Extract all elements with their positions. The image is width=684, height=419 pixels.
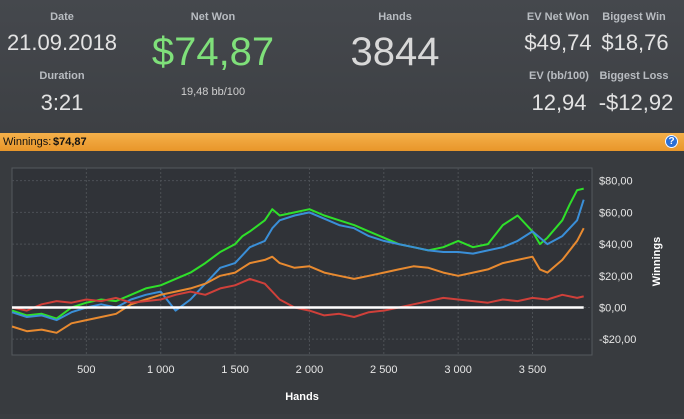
- x-tick-label: 3 000: [444, 364, 472, 376]
- winnings-value: $74,87: [53, 136, 87, 148]
- ev-bb-label: EV (bb/100): [529, 70, 589, 82]
- y-tick-label: $40,00: [599, 239, 633, 251]
- ev-bb-value: 12,94: [531, 90, 587, 115]
- series-line-2: [11, 227, 585, 334]
- stats-panel: Date 21.09.2018 Duration 3:21 Net Won $7…: [0, 0, 684, 133]
- biggest-win-value: $18,76: [601, 30, 669, 55]
- y-tick-label: $60,00: [599, 207, 633, 219]
- x-tick-label: 500: [77, 364, 95, 376]
- y-tick-label: $80,00: [599, 176, 633, 188]
- duration-value: 3:21: [40, 90, 84, 115]
- y-tick-label: $0,00: [599, 302, 627, 314]
- y-tick-label: -$20,00: [599, 334, 636, 346]
- y-axis-label: Winnings: [651, 237, 663, 286]
- hands-value: 3844: [350, 30, 440, 74]
- x-tick-label: 3 500: [519, 364, 547, 376]
- duration-label: Duration: [39, 70, 85, 82]
- x-tick-label: 2 500: [370, 364, 398, 376]
- net-won-label: Net Won: [190, 11, 236, 23]
- ev-net-won-label: EV Net Won: [526, 11, 590, 23]
- winnings-bar: Winnings: $74,87 ?: [0, 133, 684, 151]
- x-tick-label: 1 000: [147, 364, 175, 376]
- date-value: 21.09.2018: [6, 30, 118, 55]
- biggest-win-label: Biggest Win: [602, 11, 666, 23]
- help-icon[interactable]: ?: [665, 135, 678, 148]
- ev-net-won-value: $49,74: [524, 30, 592, 55]
- winnings-label: Winnings:: [3, 136, 52, 148]
- y-tick-label: $20,00: [599, 271, 633, 283]
- net-won-value: $74,87: [151, 30, 275, 74]
- bb-per-100: 19,48 bb/100: [180, 86, 246, 98]
- x-axis-label: Hands: [285, 391, 319, 403]
- series-line-3: [11, 277, 584, 318]
- date-label: Date: [50, 11, 74, 23]
- hands-label: Hands: [378, 11, 412, 23]
- x-tick-label: 2 000: [296, 364, 324, 376]
- plot-area: [11, 167, 593, 356]
- chart-area: 500 1 000 1 500 2 000 2 500 3 000 3 500 $80,00 $…: [0, 151, 684, 414]
- x-tick-label: 1 500: [221, 364, 249, 376]
- winnings-chart: 500 1 000 1 500 2 000 2 500 3 000 3 500 $80,00 $…: [11, 167, 663, 403]
- biggest-loss-label: Biggest Loss: [599, 70, 669, 82]
- biggest-loss-value: -$12,92: [598, 90, 674, 115]
